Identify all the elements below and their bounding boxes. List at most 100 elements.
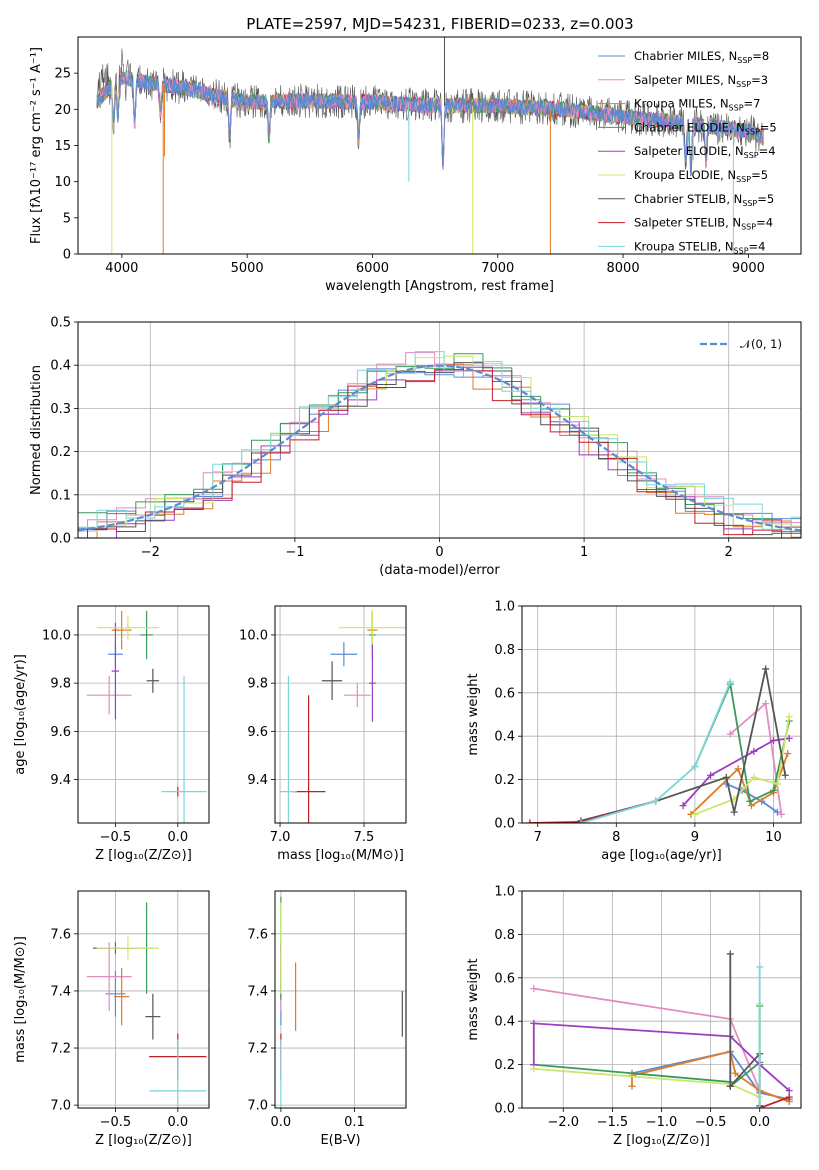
y-tick-label: 0.4 (494, 1015, 515, 1030)
spectrum-panel: 4000 5000 6000 7000 8000 9000 0 5 10 15 20 25 wavele… (29, 36, 802, 294)
residual-histogram (78, 355, 801, 532)
x-tick-label: 2 (725, 545, 733, 560)
y-tick-label: 0.6 (494, 686, 515, 701)
y-axis-label: Flux [fλ10⁻¹⁷ erg cm⁻² s⁻¹ A⁻¹] (29, 47, 44, 244)
x-tick-label: 8 (612, 830, 620, 845)
spectrum-line (96, 70, 764, 173)
weight-marker (785, 713, 793, 721)
y-tick-label: 1.0 (494, 600, 515, 615)
x-tick-label: 7 (534, 830, 542, 845)
plot-area (96, 37, 764, 254)
y-tick-label: 0.2 (50, 445, 71, 460)
y-tick-label: 10.0 (239, 628, 268, 643)
x-tick-label: 10 (765, 830, 782, 845)
y-tick-label: 7.2 (50, 1042, 71, 1057)
axes: −2.0 −1.5 −1.0 −0.5 0.0 0.0 0.2 0.4 0.6 0.8 1.0 Z [… (466, 885, 802, 1148)
x-tick-label: 0.1 (344, 1115, 365, 1130)
plot-area (280, 896, 403, 1108)
legend-entry: Salpeter STELIB, NSSP=4 (634, 216, 773, 232)
x-tick-label: 0.0 (271, 1115, 292, 1130)
weight-marker (746, 797, 754, 805)
mass-weight-vs-age-panel: 7 8 9 10 0.0 0.2 0.4 0.6 0.8 1.0 age [log₁₀(age/yr… (466, 600, 802, 863)
legend-entry: Kroupa MILES, NSSP=7 (634, 97, 760, 113)
weight-marker (750, 747, 758, 755)
y-tick-label: 10 (54, 175, 71, 190)
spectrum-legend: Chabrier MILES, NSSP=8 Salpeter MILES, NS… (598, 49, 777, 255)
x-tick-label: 0.0 (749, 1115, 770, 1130)
x-tick-label: −2 (141, 545, 160, 560)
residual-histogram (78, 351, 801, 530)
mass-vs-metallicity-panel: −0.5 0.0 7.0 7.2 7.4 7.6 Z [log₁₀(Z/Z⊙)] mass [… (13, 890, 210, 1148)
y-tick-label: 0.3 (50, 402, 71, 417)
age-vs-metallicity-panel: −0.5 0.0 9.4 9.6 9.8 10.0 Z [log₁₀(Z/Z⊙)] age [… (13, 605, 210, 863)
axes: 7.0 7.5 9.4 9.6 9.8 10.0 mass [log₁₀(M/M⊙)] (239, 605, 407, 863)
x-tick-label: 1 (580, 545, 588, 560)
weight-marker (526, 819, 534, 823)
y-tick-label: 0.6 (494, 971, 515, 986)
plot-area (530, 950, 793, 1108)
plot-area (280, 610, 406, 823)
x-axis-label: (data-model)/error (379, 563, 500, 578)
x-tick-label: 0.0 (167, 830, 188, 845)
weight-marker (747, 802, 755, 810)
y-tick-label: 0.1 (50, 488, 71, 503)
weight-marker (756, 963, 764, 971)
weight-marker (734, 765, 742, 773)
mass-weight-vs-metallicity-panel: −2.0 −1.5 −1.0 −0.5 0.0 0.0 0.2 0.4 0.6 0.8 1.0 Z [… (466, 885, 802, 1148)
y-tick-label: 5 (63, 211, 71, 226)
weight-marker (577, 819, 585, 823)
weight-marker (628, 1082, 636, 1090)
y-tick-label: 7.0 (50, 1099, 71, 1114)
y-tick-label: 9.6 (50, 725, 71, 740)
plot-area (86, 902, 207, 1108)
x-tick-label: 7.0 (270, 830, 291, 845)
weight-marker (777, 810, 785, 818)
y-tick-label: 0.4 (494, 730, 515, 745)
y-tick-label: 9.4 (247, 773, 268, 788)
y-axis-label: Normed distribution (29, 365, 44, 495)
axes: −0.5 0.0 7.0 7.2 7.4 7.6 Z [log₁₀(Z/Z⊙)] mass [… (13, 890, 210, 1148)
x-tick-label: −1 (285, 545, 304, 560)
y-tick-label: 25 (54, 67, 71, 82)
weight-marker (773, 780, 781, 788)
x-tick-label: 7000 (481, 261, 514, 276)
x-tick-label: −0.5 (100, 1115, 132, 1130)
y-tick-label: 0.8 (494, 643, 515, 658)
y-tick-label: 7.2 (247, 1042, 268, 1057)
y-tick-label: 1.0 (494, 885, 515, 900)
y-tick-label: 0.0 (50, 532, 71, 547)
residual-histogram (78, 352, 801, 532)
legend-entry: Chabrier STELIB, NSSP=5 (634, 192, 774, 208)
weight-marker (773, 808, 781, 816)
y-tick-label: 9.8 (50, 677, 71, 692)
y-axis-label: age [log₁₀(age/yr)] (13, 654, 28, 775)
weight-marker (691, 763, 699, 771)
weight-marker (726, 730, 734, 738)
x-tick-label: 4000 (105, 261, 138, 276)
y-tick-label: 0.0 (494, 817, 515, 832)
y-tick-label: 0.2 (494, 773, 515, 788)
weight-marker (679, 802, 687, 810)
weight-marker (530, 985, 538, 993)
weight-marker (756, 1104, 764, 1108)
y-tick-label: 0 (63, 248, 71, 263)
weight-marker (731, 1069, 739, 1077)
y-tick-label: 10.0 (42, 628, 71, 643)
axes: −2 −1 0 1 2 0.0 0.1 0.2 0.3 0.4 0.5 (data-model)/er… (29, 316, 802, 578)
plot-area (526, 665, 793, 823)
legend-entry: Salpeter MILES, NSSP=3 (634, 73, 768, 89)
weight-marker (691, 810, 699, 818)
x-tick-label: 9000 (732, 261, 765, 276)
y-tick-label: 9.6 (247, 725, 268, 740)
x-tick-label: 6000 (356, 261, 389, 276)
weight-marker (762, 700, 770, 708)
figure-title: PLATE=2597, MJD=54231, FIBERID=0233, z=0… (246, 15, 633, 33)
y-tick-label: 7.6 (50, 927, 71, 942)
x-tick-label: −2.0 (547, 1115, 579, 1130)
axes: 0.0 0.1 7.0 7.2 7.4 7.6 E(B-V) (247, 890, 407, 1148)
x-tick-label: −0.5 (100, 830, 132, 845)
y-axis-label: mass weight (466, 673, 481, 755)
weight-marker (730, 808, 738, 816)
weight-marker (652, 797, 660, 805)
y-tick-label: 0.4 (50, 359, 71, 374)
